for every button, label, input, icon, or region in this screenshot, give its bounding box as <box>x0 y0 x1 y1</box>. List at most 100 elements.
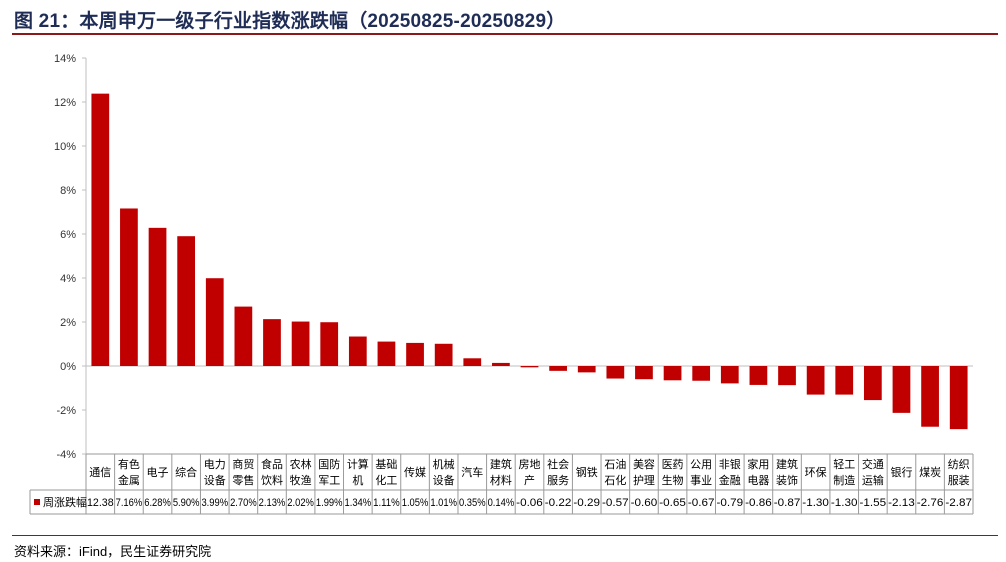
category-label: 通信 <box>89 466 111 479</box>
category-label: 产 <box>524 473 535 487</box>
data-label: 12.38 <box>87 497 114 509</box>
data-label: 1.01% <box>430 497 457 509</box>
data-label: -0.60 <box>631 497 658 509</box>
bar <box>320 322 339 366</box>
data-label: 1.34% <box>345 497 372 509</box>
category-label: 材料 <box>490 473 512 487</box>
footer-divider <box>12 535 998 536</box>
category-label: 机械 <box>433 457 455 471</box>
legend-swatch <box>34 499 40 505</box>
bar <box>348 336 367 366</box>
category-label: 电力 <box>204 458 226 471</box>
category-label: 建筑 <box>490 457 512 471</box>
category-label: 钢铁 <box>576 466 598 479</box>
category-label: 石油 <box>604 457 626 471</box>
category-label: 传媒 <box>404 466 426 479</box>
y-tick-label: -2% <box>56 405 76 417</box>
y-tick-label: 10% <box>54 141 76 153</box>
data-label: -0.29 <box>573 497 600 509</box>
category-label: 基础 <box>375 458 397 471</box>
category-label: 公用 <box>690 459 712 471</box>
bar <box>291 321 310 366</box>
category-label: 煤炭 <box>919 466 941 479</box>
category-label: 机 <box>352 473 363 487</box>
category-label: 服装 <box>948 474 970 487</box>
bar <box>606 366 625 379</box>
category-label: 国防 <box>318 457 340 471</box>
category-label: 牧渔 <box>290 473 312 487</box>
bar <box>806 366 825 395</box>
bar <box>148 227 167 366</box>
bar <box>892 366 911 413</box>
data-label: 1.11% <box>373 497 400 509</box>
bar <box>692 366 711 381</box>
data-label: 2.02% <box>287 497 314 509</box>
category-label: 房地 <box>519 458 541 471</box>
data-label: -0.87 <box>774 497 801 509</box>
category-label: 设备 <box>204 473 226 487</box>
category-label: 美容 <box>633 457 655 471</box>
bar <box>463 358 482 366</box>
bar <box>377 341 396 366</box>
category-label: 建筑 <box>776 457 798 471</box>
bar <box>205 278 224 366</box>
category-label: 金属 <box>118 473 140 487</box>
data-label: 7.16% <box>116 497 143 509</box>
y-tick-label: 0% <box>60 361 76 373</box>
bar <box>120 208 138 366</box>
category-label: 生物 <box>662 473 684 487</box>
category-label: 社会 <box>547 457 569 471</box>
source-note: 资料来源：iFind，民生证券研究院 <box>14 544 212 559</box>
y-tick-label: 8% <box>60 185 76 197</box>
y-tick-label: 2% <box>60 317 76 329</box>
data-label: 6.28% <box>144 497 171 509</box>
category-label: 金融 <box>719 473 741 487</box>
bar <box>720 366 739 384</box>
data-label: -0.57 <box>602 497 629 509</box>
category-label: 电器 <box>747 474 769 487</box>
bar <box>863 366 882 401</box>
category-label: 化工 <box>375 473 397 487</box>
data-label: -2.13 <box>888 497 915 509</box>
bar <box>91 93 110 366</box>
category-label: 军工 <box>318 474 340 487</box>
data-label: 2.13% <box>259 497 286 509</box>
data-label: -0.86 <box>745 497 772 509</box>
y-tick-label: 12% <box>54 97 76 109</box>
category-label: 电子 <box>147 466 169 479</box>
data-label: 5.90% <box>173 497 200 509</box>
category-label: 环保 <box>805 465 827 479</box>
category-label: 纺织 <box>948 457 970 471</box>
title-divider <box>12 33 998 35</box>
category-label: 综合 <box>175 465 197 479</box>
bar <box>778 366 796 386</box>
category-label: 商贸 <box>232 457 254 471</box>
data-label: -1.55 <box>860 497 887 509</box>
data-label: -0.79 <box>716 497 743 509</box>
category-label: 农林 <box>290 457 312 471</box>
category-label: 石化 <box>604 473 626 487</box>
data-label: -0.22 <box>545 497 572 509</box>
bar <box>577 366 596 373</box>
bar <box>663 366 682 381</box>
y-tick-label: 14% <box>54 53 76 65</box>
category-label: 服务 <box>547 474 569 487</box>
bar <box>921 366 939 427</box>
bar <box>549 366 567 371</box>
bar <box>406 342 424 366</box>
data-label: -1.30 <box>802 497 829 509</box>
bar <box>749 366 768 385</box>
bar <box>949 366 968 430</box>
category-label: 饮料 <box>261 473 283 487</box>
data-label: -0.06 <box>516 497 543 509</box>
bar <box>234 306 253 366</box>
category-label: 汽车 <box>461 465 483 479</box>
category-label: 计算 <box>347 457 369 471</box>
category-label: 有色 <box>118 457 140 471</box>
data-label: -1.30 <box>831 497 858 509</box>
category-label: 护理 <box>633 473 655 487</box>
data-label: 1.99% <box>316 497 343 509</box>
data-label: 0.14% <box>488 497 515 509</box>
category-label: 非银 <box>719 457 741 471</box>
